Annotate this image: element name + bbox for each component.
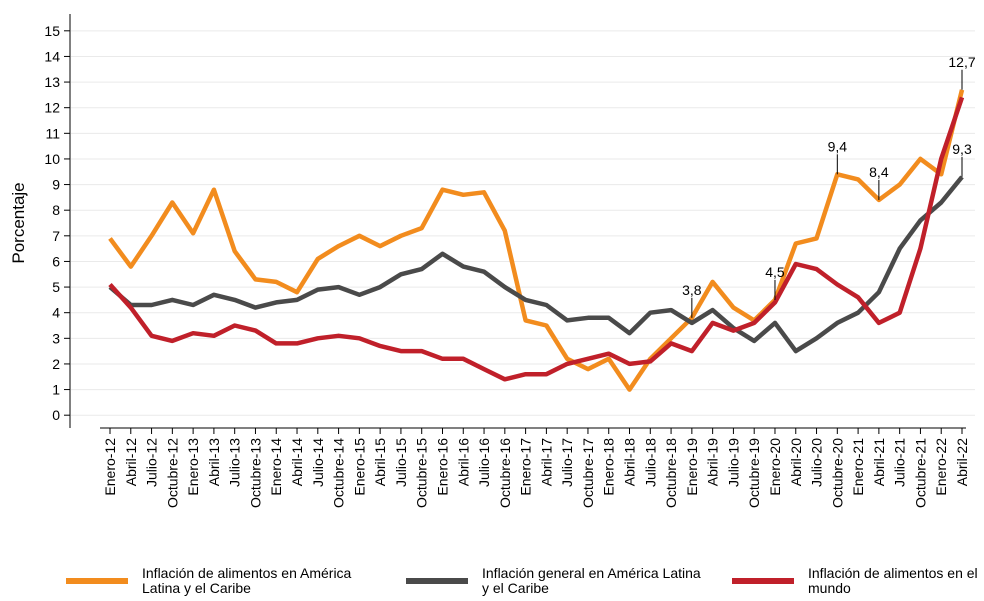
x-tick-label: Octubre-13 [247,438,263,508]
legend-label: Inflación general en América Latina y el… [482,565,701,596]
x-tick-label: Octubre-16 [497,438,513,508]
x-tick-label: Abril-16 [455,438,471,486]
x-tick-label: Abril-19 [705,438,721,486]
y-tick-label: 10 [44,151,60,167]
legend-item: Inflación general en América Latina y el… [406,566,702,596]
x-tick-label: Julio-19 [725,438,741,487]
x-tick-label: Octubre-18 [663,438,679,508]
value-label: 9,4 [828,138,848,154]
x-tick-label: Julio-18 [642,438,658,487]
series-line [108,89,965,392]
x-tick-label: Abril-14 [289,438,305,486]
x-tick-label: Julio-13 [227,438,243,487]
y-tick-label: 13 [44,74,60,90]
x-tick-label: Octubre-19 [746,438,762,508]
x-tick-label: Abril-13 [206,438,222,486]
series-line [108,175,964,354]
y-axis-label: Porcentaje [9,182,28,263]
x-tick-label: Octubre-21 [912,438,928,508]
x-tick-label: Abril-21 [871,438,887,486]
x-tick-label: Julio-21 [892,438,908,487]
x-tick-label: Abril-15 [372,438,388,486]
value-label: 12,7 [948,54,975,70]
x-tick-label: Octubre-15 [414,438,430,508]
legend-item: Inflación de alimentos en el mundo [732,566,984,596]
legend-swatch [66,578,128,584]
x-tick-label: Julio-20 [809,438,825,487]
legend-item: Inflación de alimentos en América Latina… [66,566,362,596]
x-tick-label: Enero-13 [185,438,201,496]
x-tick-label: Julio-12 [144,438,160,487]
legend-swatch [406,578,468,584]
x-tick-label: Julio-14 [310,438,326,487]
x-tick-label: Abril-18 [622,438,638,486]
x-tick-label: Julio-17 [559,438,575,487]
y-tick-label: 4 [52,305,60,321]
y-tick-label: 9 [52,177,60,193]
value-label: 4,5 [765,264,785,280]
x-tick-label: Octubre-14 [331,438,347,508]
series-line [108,96,965,382]
y-tick-label: 11 [45,125,60,141]
x-tick-label: Enero-20 [767,438,783,496]
legend-label: Inflación de alimentos en América Latina… [142,565,352,596]
y-tick-label: 8 [52,202,60,218]
value-label: 8,4 [869,164,889,180]
x-tick-label: Enero-19 [684,438,700,496]
y-tick-label: 1 [52,382,60,398]
y-tick-label: 14 [44,48,60,64]
x-tick-label: Abril-20 [788,438,804,486]
x-tick-label: Enero-15 [351,438,367,496]
y-tick-label: 2 [52,356,60,372]
legend-label: Inflación de alimentos en el mundo [808,565,978,596]
y-tick-label: 15 [44,23,60,39]
y-tick-label: 7 [52,228,60,244]
x-tick-label: Octubre-17 [580,438,596,508]
x-tick-label: Julio-16 [476,438,492,487]
y-tick-label: 3 [52,330,60,346]
y-tick-label: 0 [52,407,60,423]
y-tick-label: 5 [52,279,60,295]
x-tick-label: Abril-12 [123,438,139,486]
x-tick-label: Octubre-12 [164,438,180,508]
x-tick-label: Abril-17 [538,438,554,486]
x-tick-label: Enero-14 [268,438,284,496]
x-tick-label: Enero-17 [518,438,534,496]
x-tick-label: Abril-22 [954,438,970,486]
legend-swatch [732,578,794,584]
x-tick-label: Enero-18 [601,438,617,496]
x-tick-label: Enero-22 [933,438,949,496]
y-tick-label: 6 [52,253,60,269]
chart: Porcentaje 0123456789101112131415Enero-1… [9,14,976,508]
x-tick-label: Octubre-20 [829,438,845,508]
x-tick-label: Julio-15 [393,438,409,487]
x-tick-label: Enero-12 [102,438,118,496]
value-label: 3,8 [682,282,702,298]
x-tick-label: Enero-16 [434,438,450,496]
y-tick-label: 12 [44,100,60,116]
x-tick-label: Enero-21 [850,438,866,496]
value-label: 9,3 [952,141,972,157]
